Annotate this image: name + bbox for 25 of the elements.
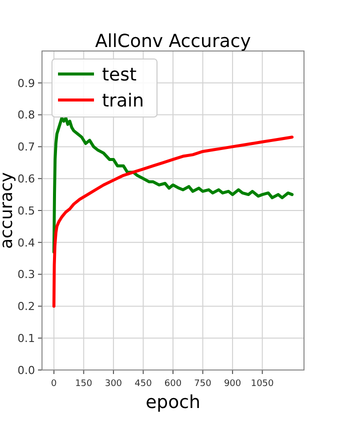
y-tick-label: 0.8 bbox=[18, 108, 35, 122]
y-tick-label: 0.1 bbox=[18, 332, 35, 345]
line-series bbox=[52, 116, 294, 254]
x-tick-label: 600 bbox=[164, 379, 182, 389]
x-tick-label: 150 bbox=[75, 379, 93, 389]
y-tick-label: 0.6 bbox=[18, 172, 35, 186]
y-tick-label: 0.7 bbox=[18, 140, 35, 154]
y-tick-label: 0.4 bbox=[18, 236, 35, 250]
x-tick-label: 1050 bbox=[250, 379, 274, 389]
x-tick-label: 300 bbox=[104, 379, 122, 389]
x-tick-label: 750 bbox=[194, 379, 212, 389]
y-tick-label: 0.2 bbox=[18, 300, 35, 314]
x-axis-title: epoch bbox=[146, 392, 200, 413]
y-tick-label: 0.3 bbox=[18, 268, 35, 282]
x-tick-label: 0 bbox=[51, 379, 58, 389]
y-axis-title: accuracy bbox=[0, 172, 17, 249]
x-tick-label: 450 bbox=[134, 379, 152, 389]
x-tick-label: 900 bbox=[224, 379, 242, 389]
legend-label: test bbox=[102, 64, 137, 86]
line-series bbox=[52, 136, 294, 308]
y-tick-label: 0.0 bbox=[18, 364, 35, 377]
legend-label: train bbox=[102, 90, 144, 112]
y-tick-label: 0.5 bbox=[18, 204, 35, 218]
y-tick-label: 0.9 bbox=[18, 76, 35, 90]
chart-title: AllConv Accuracy bbox=[95, 31, 252, 52]
